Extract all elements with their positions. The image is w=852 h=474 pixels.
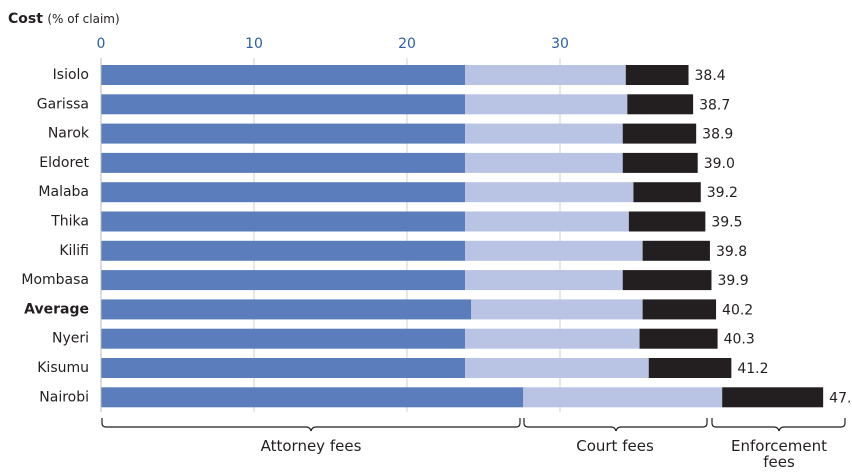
bar-segment <box>648 358 732 378</box>
category-label: Kilifi <box>59 243 89 259</box>
category-label: Nyeri <box>52 331 89 347</box>
category-label: Narok <box>48 126 90 142</box>
bar-segment <box>101 182 466 203</box>
x-tick-label: 30 <box>551 36 569 52</box>
axis-title: Cost (% of claim) <box>8 11 120 27</box>
bar-segment <box>101 65 466 85</box>
category-label: Kisumu <box>37 360 89 376</box>
category-label: Average <box>24 301 89 317</box>
bar-segment <box>722 387 824 408</box>
bar-segment <box>465 328 640 349</box>
bar-segment <box>622 152 698 173</box>
category-label: Malaba <box>38 184 89 200</box>
bar-segment <box>628 211 706 232</box>
total-label: 47.2 <box>829 390 852 406</box>
bracket <box>523 418 708 432</box>
total-label: 39.2 <box>707 185 738 201</box>
legend-label: Enforcement fees <box>731 437 827 471</box>
axis-unit: (% of claim) <box>47 12 119 26</box>
bar-segment <box>471 299 643 320</box>
bar-segment <box>523 387 723 408</box>
bar-segment <box>639 328 718 349</box>
bar-segment <box>627 94 694 115</box>
total-label: 40.2 <box>722 302 753 318</box>
total-label: 38.7 <box>699 97 730 113</box>
bar-segment <box>465 94 628 115</box>
bar-segment <box>101 387 524 408</box>
grid <box>253 58 561 412</box>
category-label: Thika <box>50 214 89 230</box>
total-label: 41.2 <box>737 361 768 377</box>
bar-segment <box>465 123 623 144</box>
bar-segment <box>101 299 472 320</box>
legend-label: Attorney fees <box>260 437 362 455</box>
legend-label: Court fees <box>576 437 654 455</box>
bar-segment <box>625 65 689 85</box>
total-label: 39.5 <box>711 215 742 231</box>
category-label: Isiolo <box>53 67 89 83</box>
bar-segment <box>633 182 701 203</box>
bar-segment <box>101 123 466 144</box>
total-label: 38.4 <box>695 68 726 84</box>
bar-segment <box>101 328 466 349</box>
total-label: 38.9 <box>702 127 733 143</box>
category-label: Garissa <box>37 96 89 112</box>
bar-segment <box>101 270 466 291</box>
x-tick-label: 20 <box>398 36 416 52</box>
bar-segment <box>101 211 466 232</box>
bar-segment <box>101 94 466 115</box>
bracket <box>711 418 846 432</box>
axis-title-main: Cost <box>8 11 43 27</box>
bar-segment <box>465 182 634 203</box>
bar-segment <box>465 65 626 85</box>
bar-segment <box>465 240 643 261</box>
bar-segment <box>101 240 466 261</box>
bar-segment <box>622 123 697 144</box>
category-label: Mombasa <box>21 272 89 288</box>
category-label: Nairobi <box>39 389 89 405</box>
bar-segment <box>465 358 649 378</box>
total-label: 39.8 <box>716 244 747 260</box>
x-tick-label: 10 <box>245 36 263 52</box>
bar-segment <box>642 240 710 261</box>
total-label: 39.0 <box>704 156 735 172</box>
total-label: 39.9 <box>717 273 748 289</box>
x-tick-label: 0 <box>97 36 106 52</box>
bar-segment <box>642 299 717 320</box>
total-label: 40.3 <box>724 332 755 348</box>
bar-segment <box>465 270 623 291</box>
bar-segment <box>465 211 629 232</box>
bar-segment <box>101 358 466 378</box>
bracket <box>101 418 521 432</box>
bar-segment <box>465 152 623 173</box>
category-label: Eldoret <box>39 155 89 171</box>
legend-brackets <box>101 418 846 432</box>
bar-segment <box>101 152 466 173</box>
bar-segment <box>622 270 712 291</box>
